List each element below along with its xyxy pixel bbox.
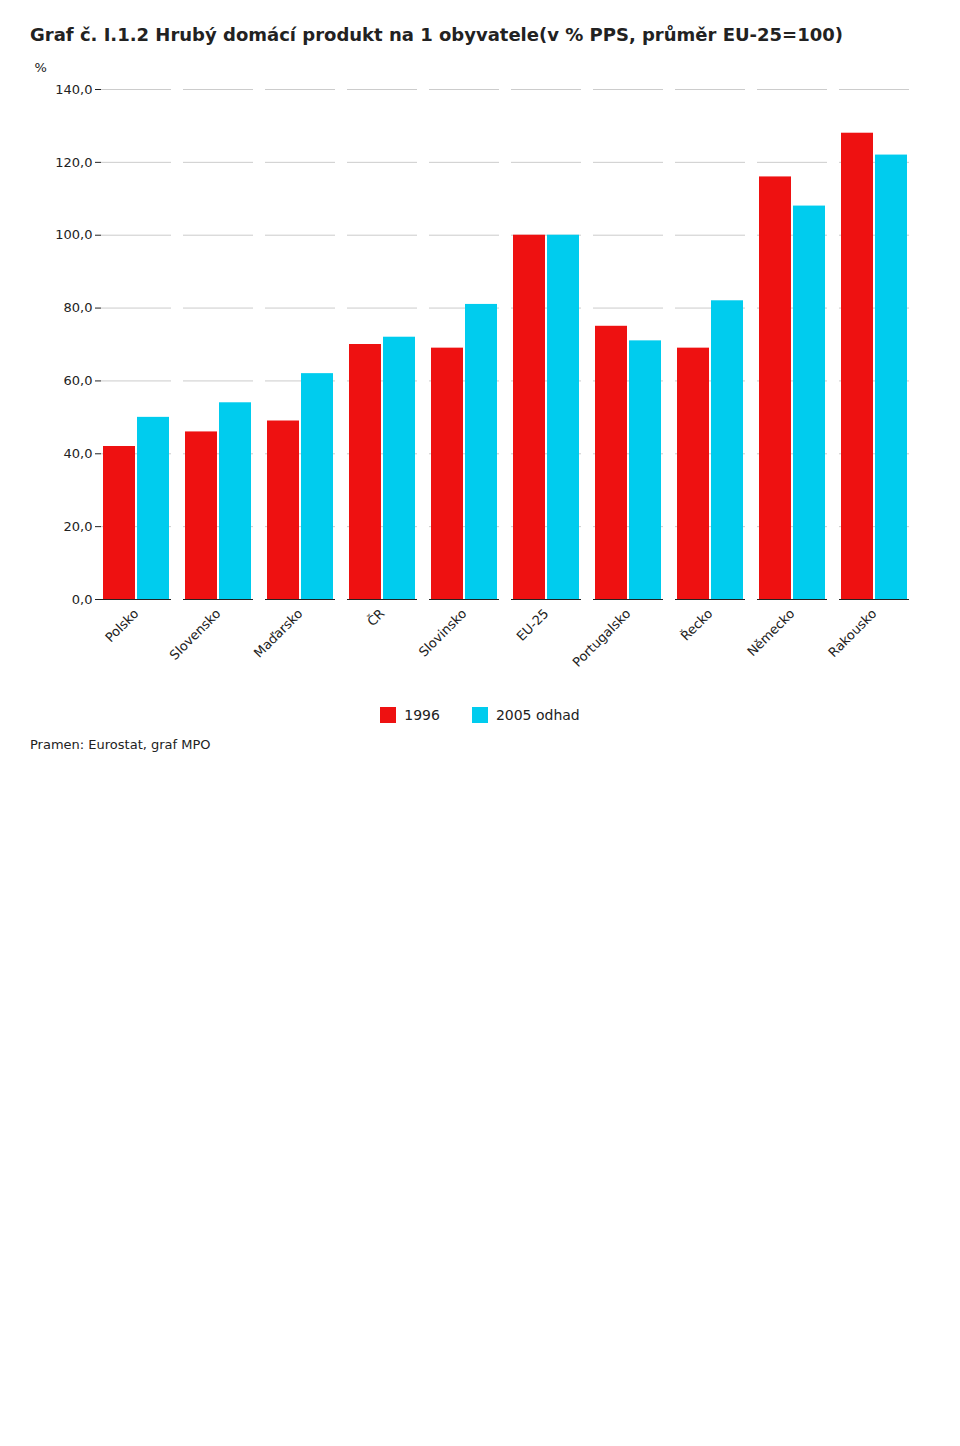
svg-text:Polsko: Polsko <box>102 606 141 645</box>
svg-text:Maďarsko: Maďarsko <box>251 606 306 661</box>
svg-text:Rakousko: Rakousko <box>825 606 879 660</box>
svg-text:60,0: 60,0 <box>64 373 93 388</box>
svg-text:40,0: 40,0 <box>64 446 93 461</box>
svg-text:Portugalsko: Portugalsko <box>569 606 633 670</box>
svg-text:%: % <box>35 60 47 75</box>
svg-text:Řecko: Řecko <box>678 606 716 644</box>
svg-text:ČR: ČR <box>364 606 387 629</box>
svg-text:20,0: 20,0 <box>64 519 93 534</box>
svg-text:Slovensko: Slovensko <box>167 606 224 663</box>
svg-text:120,0: 120,0 <box>55 155 92 170</box>
svg-text:100,0: 100,0 <box>55 227 92 242</box>
svg-text:Německo: Německo <box>744 606 797 659</box>
html-text:1996: 1996 <box>404 707 440 723</box>
svg-text:0,0: 0,0 <box>72 592 93 607</box>
html-text:Pramen: Eurostat, graf MPO: Pramen: Eurostat, graf MPO <box>30 737 211 752</box>
svg-text:Slovinsko: Slovinsko <box>416 606 470 660</box>
html-text:2005 odhad: 2005 odhad <box>495 707 580 723</box>
svg-text:140,0: 140,0 <box>55 82 92 97</box>
svg-text:EU-25: EU-25 <box>513 606 551 644</box>
svg-text:80,0: 80,0 <box>64 300 93 315</box>
html-text:Graf č. I.1.2 Hrubý domácí pro: Graf č. I.1.2 Hrubý domácí produkt na 1 … <box>30 24 843 45</box>
